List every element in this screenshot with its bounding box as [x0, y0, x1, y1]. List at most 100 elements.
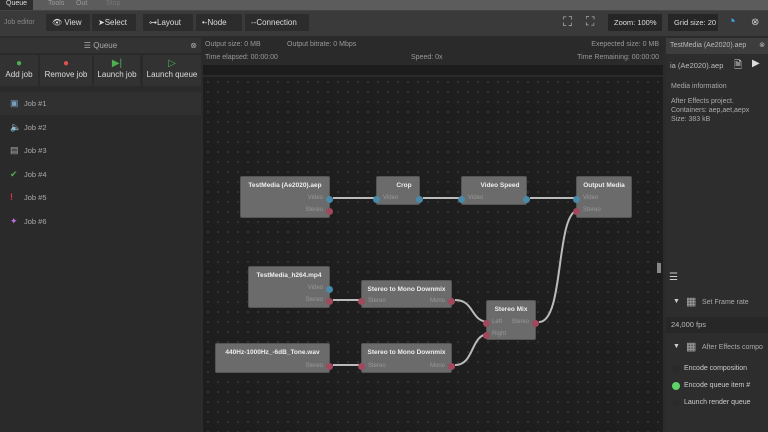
tab-out[interactable]: Out — [76, 0, 88, 7]
port-label: Stereo — [583, 207, 601, 213]
input-port[interactable] — [483, 332, 490, 339]
cursor-icon: ➤ — [98, 18, 105, 27]
node-testmedia-aep[interactable]: TestMedia (Ae2020).aep Video Stereo — [240, 176, 333, 218]
radio-launch-render-queue[interactable] — [672, 399, 680, 407]
job-item[interactable]: 🔈 Job #2 — [0, 116, 201, 139]
queue-title: Queue — [93, 41, 118, 50]
node-testmedia-mp4[interactable]: TestMedia_h264.mp4 Video Stereo — [248, 266, 333, 308]
node-stereo-to-mono-2[interactable]: Stereo to Mono Downmix Stereo Mono — [358, 343, 455, 373]
select-button[interactable]: ➤Select — [92, 14, 136, 31]
launch-queue-button[interactable]: ▷ Launch queue — [143, 55, 201, 86]
node-title: Stereo to Mono Downmix — [367, 349, 446, 356]
time-elapsed: Time elapsed: 00:00:00 — [205, 54, 278, 61]
output-port[interactable] — [448, 298, 455, 305]
port-label: Stereo — [368, 298, 386, 304]
job-label: Job #5 — [24, 193, 47, 202]
node-video-speed[interactable]: Video Speed Video — [458, 176, 530, 205]
job-item[interactable]: ! Job #5 — [0, 186, 201, 209]
node-stereo-to-mono-1[interactable]: Stereo to Mono Downmix Stereo Mono — [358, 280, 455, 308]
collapse-arrow-icon[interactable]: ▼ — [673, 343, 680, 350]
node-title: 440Hz-1000Hz_-6dB_Tone.wav — [225, 349, 320, 356]
canvas-scrollbar[interactable] — [657, 263, 661, 273]
expected-size: Exepected size: 0 MB — [591, 41, 659, 48]
output-port[interactable] — [326, 286, 333, 293]
port-label: Stereo — [368, 363, 386, 369]
job-item[interactable]: ▤ Job #3 — [0, 139, 201, 162]
output-port[interactable] — [326, 363, 333, 370]
add-job-button[interactable]: ● Add job — [0, 55, 38, 86]
close-icon[interactable]: ⊗ — [751, 17, 760, 28]
port-label: Mono — [429, 298, 445, 304]
frame-rate-input[interactable]: 24,000 fps — [666, 317, 768, 333]
output-port[interactable] — [416, 196, 423, 203]
open-folder-icon[interactable]: ▶ — [752, 58, 760, 69]
output-port[interactable] — [448, 363, 455, 370]
time-remaining: Time Remaining: 00:00:00 — [577, 54, 659, 61]
collapse-arrow-icon[interactable]: ▼ — [673, 298, 680, 305]
job-label: Job #1 — [24, 99, 47, 108]
media-tab[interactable]: TestMedia (Ae2020).aep ⊗ — [666, 38, 768, 54]
close-queue-icon[interactable]: ⊗ — [190, 41, 197, 50]
connection-button[interactable]: --Connection — [245, 14, 309, 31]
node-stereo-mix[interactable]: Stereo Mix Left Right Stereo — [483, 300, 539, 340]
input-port[interactable] — [373, 196, 380, 203]
output-port[interactable] — [326, 298, 333, 305]
node-tone-wav[interactable]: 440Hz-1000Hz_-6dB_Tone.wav Stereo — [215, 343, 333, 373]
film-icon: ▦ — [686, 341, 697, 353]
node-crop[interactable]: Crop Video — [373, 176, 423, 205]
fit-selection-icon[interactable]: ⛶ — [586, 14, 595, 28]
file-name: ia (Ae2020).aep — [670, 61, 724, 70]
node-output-media[interactable]: Output Media Video Stereo — [573, 176, 632, 218]
input-port[interactable] — [458, 196, 465, 203]
tab-tools[interactable]: Tools — [48, 0, 65, 7]
job-item[interactable]: ▣ Job #1 — [0, 92, 201, 115]
connection-line[interactable] — [538, 209, 580, 323]
frame-rate-title: Set Frame rate — [702, 299, 749, 306]
remove-job-button[interactable]: ● Remove job — [40, 55, 92, 86]
list-icon[interactable]: ☰ — [669, 272, 678, 283]
view-button[interactable]: 👁 View — [46, 14, 90, 31]
fit-view-icon[interactable]: ⛶ — [563, 14, 573, 29]
job-label: Job #3 — [24, 146, 47, 155]
speed: Speed: 0x — [411, 54, 443, 61]
film-icon: ▤ — [10, 145, 19, 155]
job-label: Job #2 — [24, 123, 47, 132]
output-port[interactable] — [326, 208, 333, 215]
grid-size-display[interactable]: Grid size: 20 — [668, 14, 718, 31]
zoom-display[interactable]: Zoom: 100% — [608, 14, 662, 31]
output-size: Output size: 0 MB — [205, 41, 261, 48]
output-port[interactable] — [523, 196, 530, 203]
port-label: Right — [492, 331, 507, 337]
node-button[interactable]: •-Node — [196, 14, 242, 31]
port-label: Video — [583, 195, 599, 201]
connection-line[interactable] — [454, 299, 490, 323]
input-port[interactable] — [358, 298, 365, 305]
radio-encode-queue-item[interactable] — [672, 382, 680, 390]
output-port[interactable] — [532, 320, 539, 327]
input-port[interactable] — [573, 208, 580, 215]
option-label: Encode composition — [684, 365, 748, 372]
input-port[interactable] — [358, 363, 365, 370]
node-canvas[interactable] — [203, 77, 663, 432]
media-panel: TestMedia (Ae2020).aep ⊗ ia (Ae2020).aep … — [666, 38, 768, 432]
close-tab-icon[interactable]: ⊗ — [759, 42, 765, 49]
radio-encode-composition[interactable] — [672, 365, 680, 373]
tab-queue[interactable]: Queue — [0, 0, 34, 10]
input-port[interactable] — [483, 320, 490, 327]
file-icon[interactable]: 🗎 — [734, 60, 743, 71]
job-item[interactable]: ✦ Job #6 — [0, 210, 201, 233]
job-item[interactable]: ✔ Job #4 — [0, 163, 201, 186]
magic-wand-icon: ✦ — [10, 216, 18, 226]
launch-job-button[interactable]: ▶| Launch job — [94, 55, 140, 86]
connection-icon: -- — [251, 18, 257, 27]
queue-header: ☰ Queue ⊗ — [0, 38, 201, 53]
media-info-title: Media information — [671, 83, 727, 90]
tab-stop[interactable]: Stop — [106, 0, 121, 7]
layout-button[interactable]: ⊶Layout — [143, 14, 193, 31]
output-port[interactable] — [326, 196, 333, 203]
input-port[interactable] — [573, 196, 580, 203]
remove-job-label: Remove job — [44, 70, 88, 79]
job-editor-label: Job editor — [4, 19, 35, 26]
port-label: Video — [307, 195, 323, 201]
connection-line[interactable] — [454, 333, 490, 366]
